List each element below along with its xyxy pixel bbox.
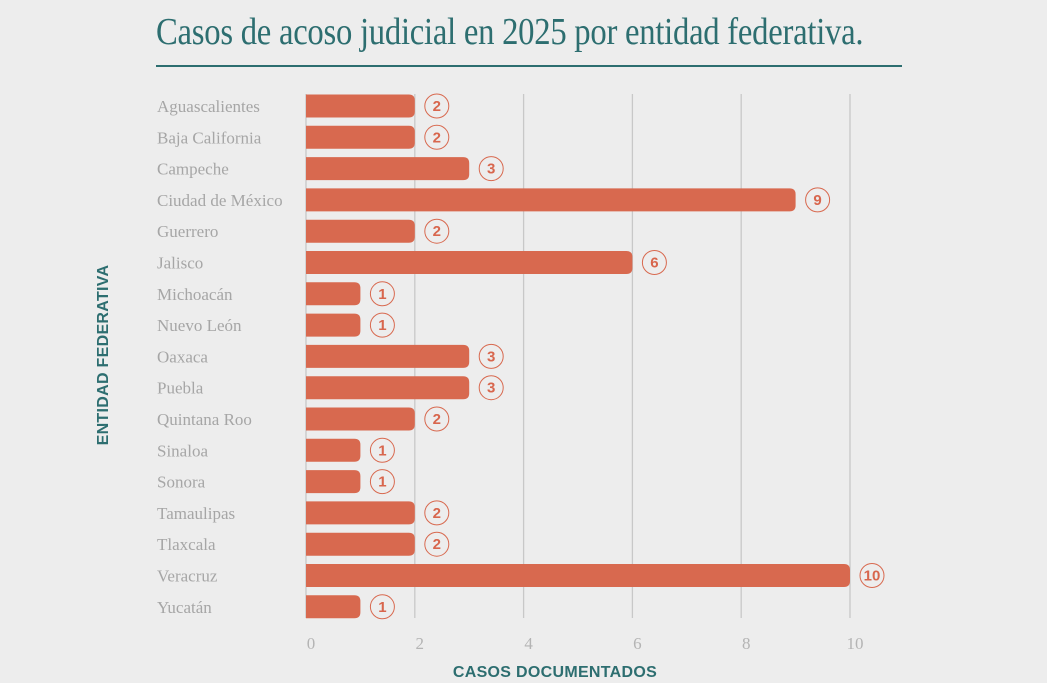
data-label: 1: [378, 599, 386, 616]
x-tick-label: 4: [524, 634, 533, 653]
category-label: Sonora: [157, 473, 206, 492]
category-label: Sinaloa: [157, 441, 208, 460]
bars: [306, 94, 850, 619]
category-label: Yucatán: [157, 598, 212, 617]
bar-tlaxcala: [306, 532, 415, 556]
data-label: 1: [378, 286, 386, 303]
value-badge: [424, 531, 450, 557]
data-label: 1: [378, 442, 386, 459]
category-label: Nuevo León: [157, 316, 242, 335]
category-label: Oaxaca: [157, 347, 208, 366]
value-badge: [369, 312, 395, 338]
bar-veracruz: [306, 564, 850, 587]
y-axis-title: ENTIDAD FEDERATIVA: [95, 264, 112, 445]
bar-jalisco: [306, 251, 633, 274]
title-divider: [156, 65, 902, 67]
category-label: Aguascalientes: [157, 97, 260, 116]
data-label: 2: [433, 129, 441, 146]
value-badge: [478, 343, 504, 369]
value-badge: [424, 93, 450, 119]
category-label: Guerrero: [157, 222, 218, 241]
value-badge: [424, 406, 450, 432]
value-badge: [478, 156, 504, 182]
x-axis-title: CASOS DOCUMENTADOS: [453, 664, 657, 681]
x-tick-label: 2: [416, 634, 425, 653]
x-tick-label: 6: [633, 634, 642, 653]
bar-michoacán: [306, 282, 361, 306]
data-label: 3: [487, 348, 495, 365]
data-label: 3: [487, 161, 495, 178]
bar-sinaloa: [306, 438, 361, 462]
bar-puebla: [306, 376, 470, 400]
data-label: 10: [864, 568, 881, 585]
value-badge: [641, 250, 667, 275]
data-label: 6: [650, 255, 658, 272]
x-tick-label: 8: [742, 634, 751, 653]
category-label: Ciudad de México: [157, 191, 283, 210]
bar-tamaulipas: [306, 501, 415, 525]
category-label: Baja California: [157, 128, 262, 147]
value-badge: [369, 281, 395, 307]
bar-nuevo-león: [306, 313, 361, 337]
value-badge: [424, 124, 450, 150]
data-label: 1: [378, 317, 386, 334]
bar-ciudad-de-méxico: [306, 188, 796, 212]
data-label: 2: [433, 505, 441, 522]
data-label: 3: [487, 380, 495, 397]
bar-quintana-roo: [306, 407, 415, 431]
x-tick-label: 10: [847, 634, 864, 653]
x-tick-labels: 0 2 4 6 8 10: [307, 634, 864, 653]
data-label: 2: [433, 411, 441, 428]
category-label: Campeche: [157, 160, 229, 179]
bar-sonora: [306, 470, 361, 494]
category-label: Tlaxcala: [157, 535, 216, 554]
category-label: Jalisco: [157, 254, 203, 273]
category-label: Puebla: [157, 379, 204, 398]
category-label: Quintana Roo: [157, 410, 252, 429]
category-labels: Aguascalientes Baja California Campeche Ciu…: [157, 97, 283, 617]
bar-yucatán: [306, 595, 361, 619]
value-badge: [478, 375, 504, 401]
category-label: Veracruz: [157, 567, 218, 586]
bar-baja-california: [306, 125, 415, 149]
value-badge: [369, 437, 395, 463]
chart-title: Casos de acoso judicial en 2025 por enti…: [156, 11, 864, 53]
x-tick-label: 0: [307, 634, 316, 653]
data-label: 9: [813, 192, 821, 209]
value-badge: [805, 187, 831, 213]
value-badge: [369, 469, 395, 495]
value-badge: [369, 594, 395, 620]
data-label: 2: [433, 223, 441, 240]
data-label: 2: [433, 536, 441, 553]
data-label: 2: [433, 98, 441, 115]
category-label: Michoacán: [157, 285, 233, 304]
value-badge: [424, 500, 450, 526]
bar-guerrero: [306, 219, 415, 243]
data-label: 1: [378, 474, 386, 491]
bar-oaxaca: [306, 344, 470, 368]
category-label: Tamaulipas: [157, 504, 235, 523]
value-badge: [424, 218, 450, 244]
value-badge: [859, 563, 885, 588]
bar-campeche: [306, 157, 470, 181]
bar-aguascalientes: [306, 94, 415, 118]
value-labels: 2 2 3 9 2 6 1 1 3 3 2 1 1 2 2 10 1: [369, 93, 885, 620]
